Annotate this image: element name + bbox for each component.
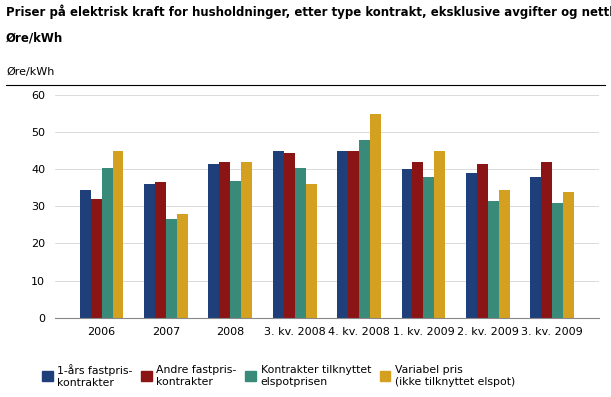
Bar	[499, 190, 510, 318]
Bar	[488, 201, 499, 318]
Bar	[359, 140, 370, 318]
Bar	[552, 203, 563, 318]
Bar	[208, 164, 219, 318]
Bar	[219, 162, 230, 318]
Bar	[541, 162, 552, 318]
Bar	[370, 114, 381, 318]
Bar	[177, 214, 188, 318]
Bar	[412, 162, 423, 318]
Bar	[144, 184, 155, 318]
Bar	[530, 177, 541, 318]
Bar	[477, 164, 488, 318]
Text: Øre/kWh: Øre/kWh	[6, 32, 64, 45]
Bar	[112, 151, 123, 318]
Text: Priser på elektrisk kraft for husholdninger, etter type kontrakt, eksklusive avg: Priser på elektrisk kraft for husholdnin…	[6, 4, 611, 19]
Bar	[348, 151, 359, 318]
Bar	[79, 190, 90, 318]
Legend: 1-års fastpris-
kontrakter, Andre fastpris-
kontrakter, Kontrakter tilknyttet
el: 1-års fastpris- kontrakter, Andre fastpr…	[42, 364, 515, 387]
Text: Øre/kWh: Øre/kWh	[6, 67, 54, 77]
Bar	[241, 162, 252, 318]
Bar	[337, 151, 348, 318]
Bar	[295, 168, 306, 318]
Bar	[306, 184, 316, 318]
Bar	[90, 199, 101, 318]
Bar	[166, 220, 177, 318]
Bar	[230, 181, 241, 318]
Bar	[401, 170, 412, 318]
Bar	[155, 182, 166, 318]
Bar	[563, 192, 574, 318]
Bar	[273, 151, 284, 318]
Bar	[101, 168, 112, 318]
Bar	[284, 153, 295, 318]
Bar	[423, 177, 434, 318]
Bar	[466, 173, 477, 318]
Bar	[434, 151, 445, 318]
